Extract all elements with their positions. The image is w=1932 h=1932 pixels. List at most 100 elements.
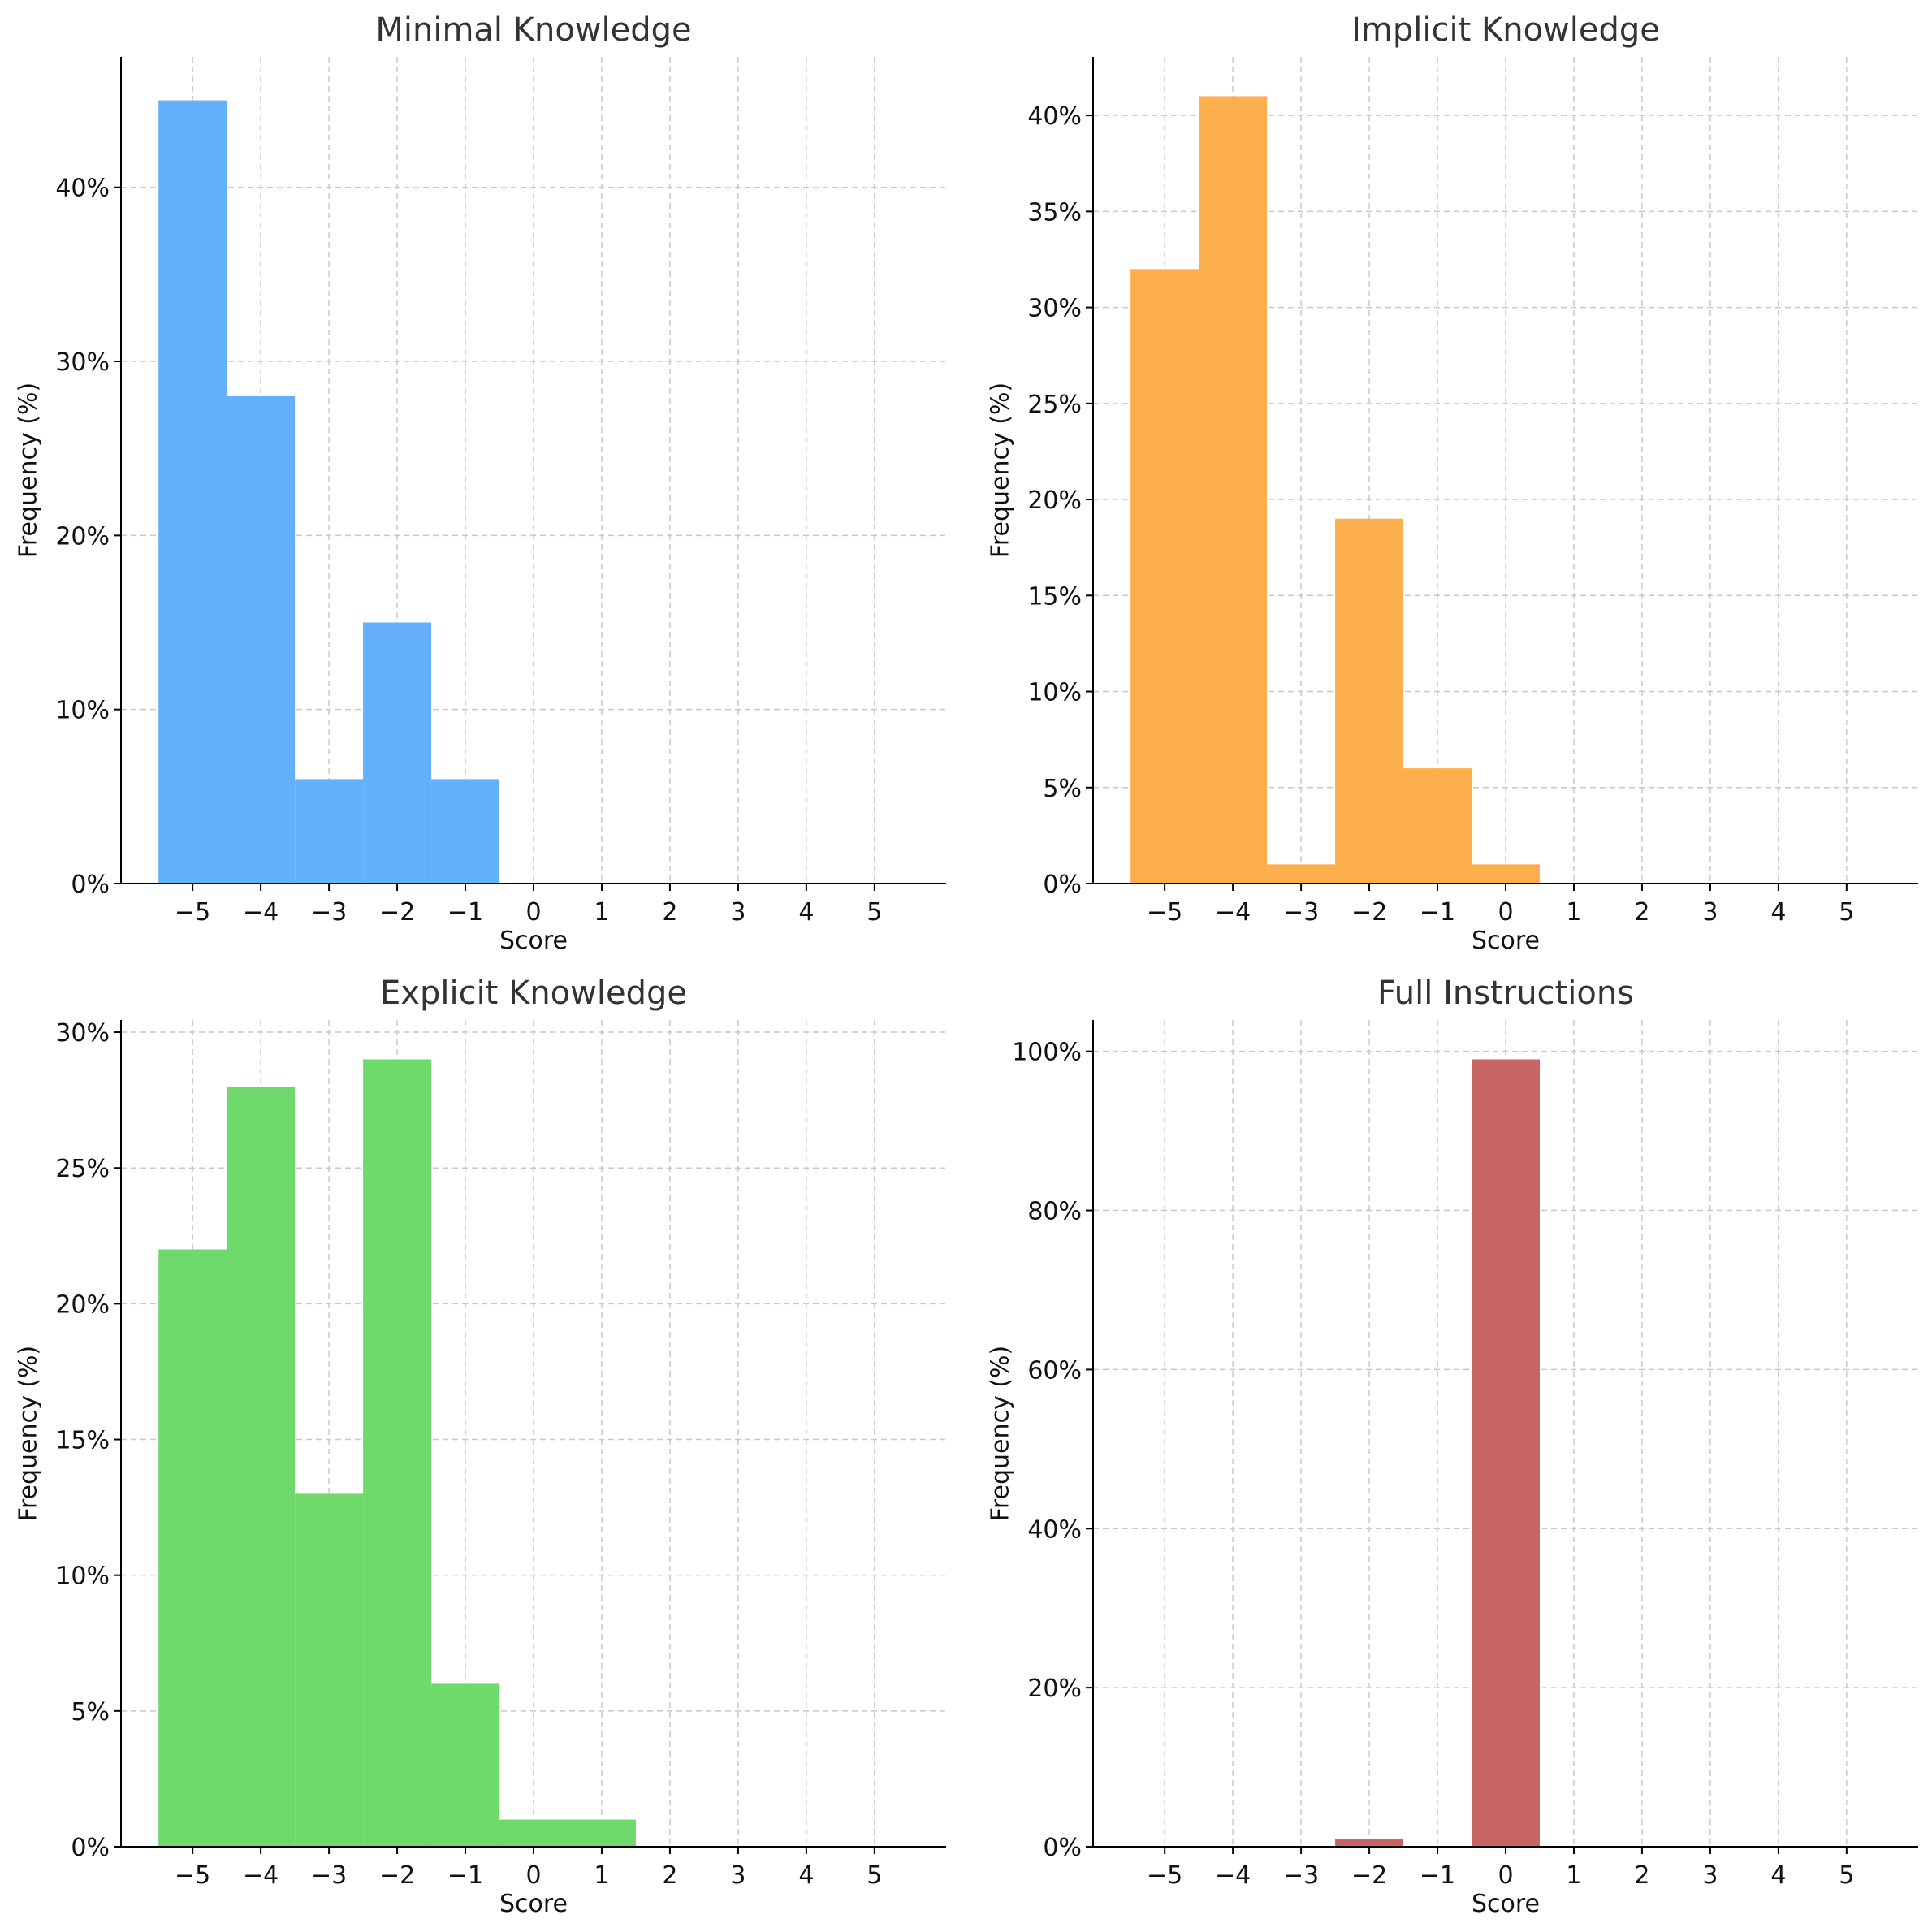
y-tick-label: 35% (1027, 198, 1082, 227)
histogram-bar (1472, 1059, 1540, 1847)
y-tick-label: 20% (55, 522, 110, 551)
x-tick-label: 1 (1566, 1861, 1581, 1890)
y-tick-label: 10% (55, 1562, 110, 1591)
x-tick-label: 5 (1839, 898, 1854, 927)
x-tick-label: 1 (594, 1861, 609, 1890)
histogram-bar (431, 779, 500, 884)
x-tick-label: 1 (594, 898, 609, 927)
x-tick-label: −2 (1351, 1861, 1387, 1890)
x-tick-label: −4 (243, 1861, 279, 1890)
y-tick-label: 15% (55, 1427, 110, 1455)
x-axis-label: Score (499, 927, 568, 955)
histogram-bar (295, 1493, 364, 1847)
chart-title: Full Instructions (1377, 975, 1634, 1012)
y-tick-label: 25% (55, 1155, 110, 1183)
histogram-bar (431, 1683, 500, 1847)
y-tick-label: 40% (1027, 102, 1082, 131)
x-tick-label: 0 (1498, 898, 1513, 927)
y-tick-label: 0% (71, 871, 110, 899)
y-tick-label: 30% (1027, 295, 1082, 323)
x-tick-label: 5 (867, 1861, 882, 1890)
x-tick-label: 3 (730, 1861, 746, 1890)
chart-title: Explicit Knowledge (380, 975, 687, 1012)
y-axis-label: Frequency (%) (15, 1346, 43, 1521)
histogram-bar (1403, 768, 1472, 884)
histogram-bar (1267, 864, 1336, 884)
y-axis-label: Frequency (%) (987, 383, 1015, 558)
x-tick-label: −1 (447, 898, 483, 927)
y-tick-label: 20% (55, 1290, 110, 1319)
x-tick-label: 2 (662, 1861, 677, 1890)
chart-title: Implicit Knowledge (1351, 11, 1660, 49)
y-tick-label: 25% (1027, 391, 1082, 419)
x-tick-label: 0 (1498, 1861, 1513, 1890)
x-tick-label: 4 (798, 1861, 814, 1890)
x-tick-label: −2 (379, 898, 415, 927)
x-tick-label: −5 (175, 898, 210, 927)
y-tick-label: 0% (1043, 871, 1082, 899)
y-tick-label: 60% (1027, 1356, 1082, 1385)
y-axis-label: Frequency (%) (15, 383, 43, 558)
y-tick-label: 30% (55, 1019, 110, 1048)
x-tick-label: −2 (379, 1861, 415, 1890)
y-tick-label: 0% (71, 1834, 110, 1862)
x-tick-label: −1 (1420, 1861, 1455, 1890)
histogram-bar (158, 100, 227, 884)
x-tick-label: 1 (1566, 898, 1581, 927)
y-tick-label: 15% (1027, 582, 1082, 611)
x-tick-label: −2 (1351, 898, 1387, 927)
chart-panel-1: −5 −4 −3 −2 −1 0 1 2 3 4 5 0% 10% 20% 30% 40% Minimal Kn… (15, 11, 946, 955)
histogram-bar (1472, 864, 1540, 884)
y-tick-label: 10% (55, 697, 110, 725)
x-axis-label: Score (499, 1890, 568, 1918)
x-tick-label: 5 (867, 898, 882, 927)
histogram-bar (1335, 518, 1404, 884)
histogram-bar (158, 1249, 227, 1847)
x-tick-label: −3 (1283, 898, 1319, 927)
x-tick-label: 0 (525, 1861, 541, 1890)
x-tick-label: 2 (1634, 1861, 1649, 1890)
x-tick-label: −5 (1147, 1861, 1182, 1890)
x-axis-label: Score (1472, 1890, 1540, 1918)
x-tick-label: 2 (1634, 898, 1649, 927)
chart-panel-2: −5 −4 −3 −2 −1 0 1 2 3 4 5 0% 5% 10% 15% 20% 25% 30% 35% 40… (987, 11, 1918, 955)
x-axis-label: Score (1472, 927, 1540, 955)
x-tick-label: 3 (1702, 898, 1718, 927)
x-tick-label: −1 (1420, 898, 1455, 927)
x-tick-label: 5 (1839, 1861, 1854, 1890)
x-tick-label: 2 (662, 898, 677, 927)
y-tick-label: 10% (1027, 679, 1082, 707)
x-tick-label: −1 (447, 1861, 483, 1890)
y-tick-label: 20% (1027, 1675, 1082, 1703)
histogram-bar (363, 622, 432, 884)
y-tick-label: 5% (71, 1698, 110, 1727)
histogram-bar (499, 1819, 568, 1847)
x-tick-label: 4 (798, 898, 814, 927)
x-tick-label: 3 (1702, 1861, 1718, 1890)
x-tick-label: −3 (311, 898, 347, 927)
x-tick-label: 0 (525, 898, 541, 927)
histogram-bar (227, 1086, 296, 1847)
x-tick-label: 4 (1770, 898, 1786, 927)
histogram-bar (227, 395, 296, 884)
y-tick-label: 5% (1043, 775, 1082, 803)
histogram-bar (295, 779, 364, 884)
y-tick-label: 40% (1027, 1515, 1082, 1544)
x-tick-label: −5 (175, 1861, 210, 1890)
chart-title: Minimal Knowledge (375, 11, 691, 49)
histogram-bar (1130, 269, 1199, 884)
y-tick-label: 20% (1027, 486, 1082, 515)
x-tick-label: −4 (243, 898, 279, 927)
x-tick-label: −4 (1215, 1861, 1251, 1890)
x-tick-label: −3 (311, 1861, 347, 1890)
histogram-bar (363, 1059, 432, 1847)
y-tick-label: 30% (55, 348, 110, 377)
x-tick-label: −3 (1283, 1861, 1319, 1890)
histogram-bar (567, 1819, 636, 1847)
y-tick-label: 80% (1027, 1198, 1082, 1226)
x-tick-label: 3 (730, 898, 746, 927)
x-tick-label: −4 (1215, 898, 1251, 927)
y-tick-label: 0% (1043, 1834, 1082, 1862)
y-tick-label: 40% (55, 175, 110, 203)
histogram-bar (1335, 1839, 1404, 1847)
